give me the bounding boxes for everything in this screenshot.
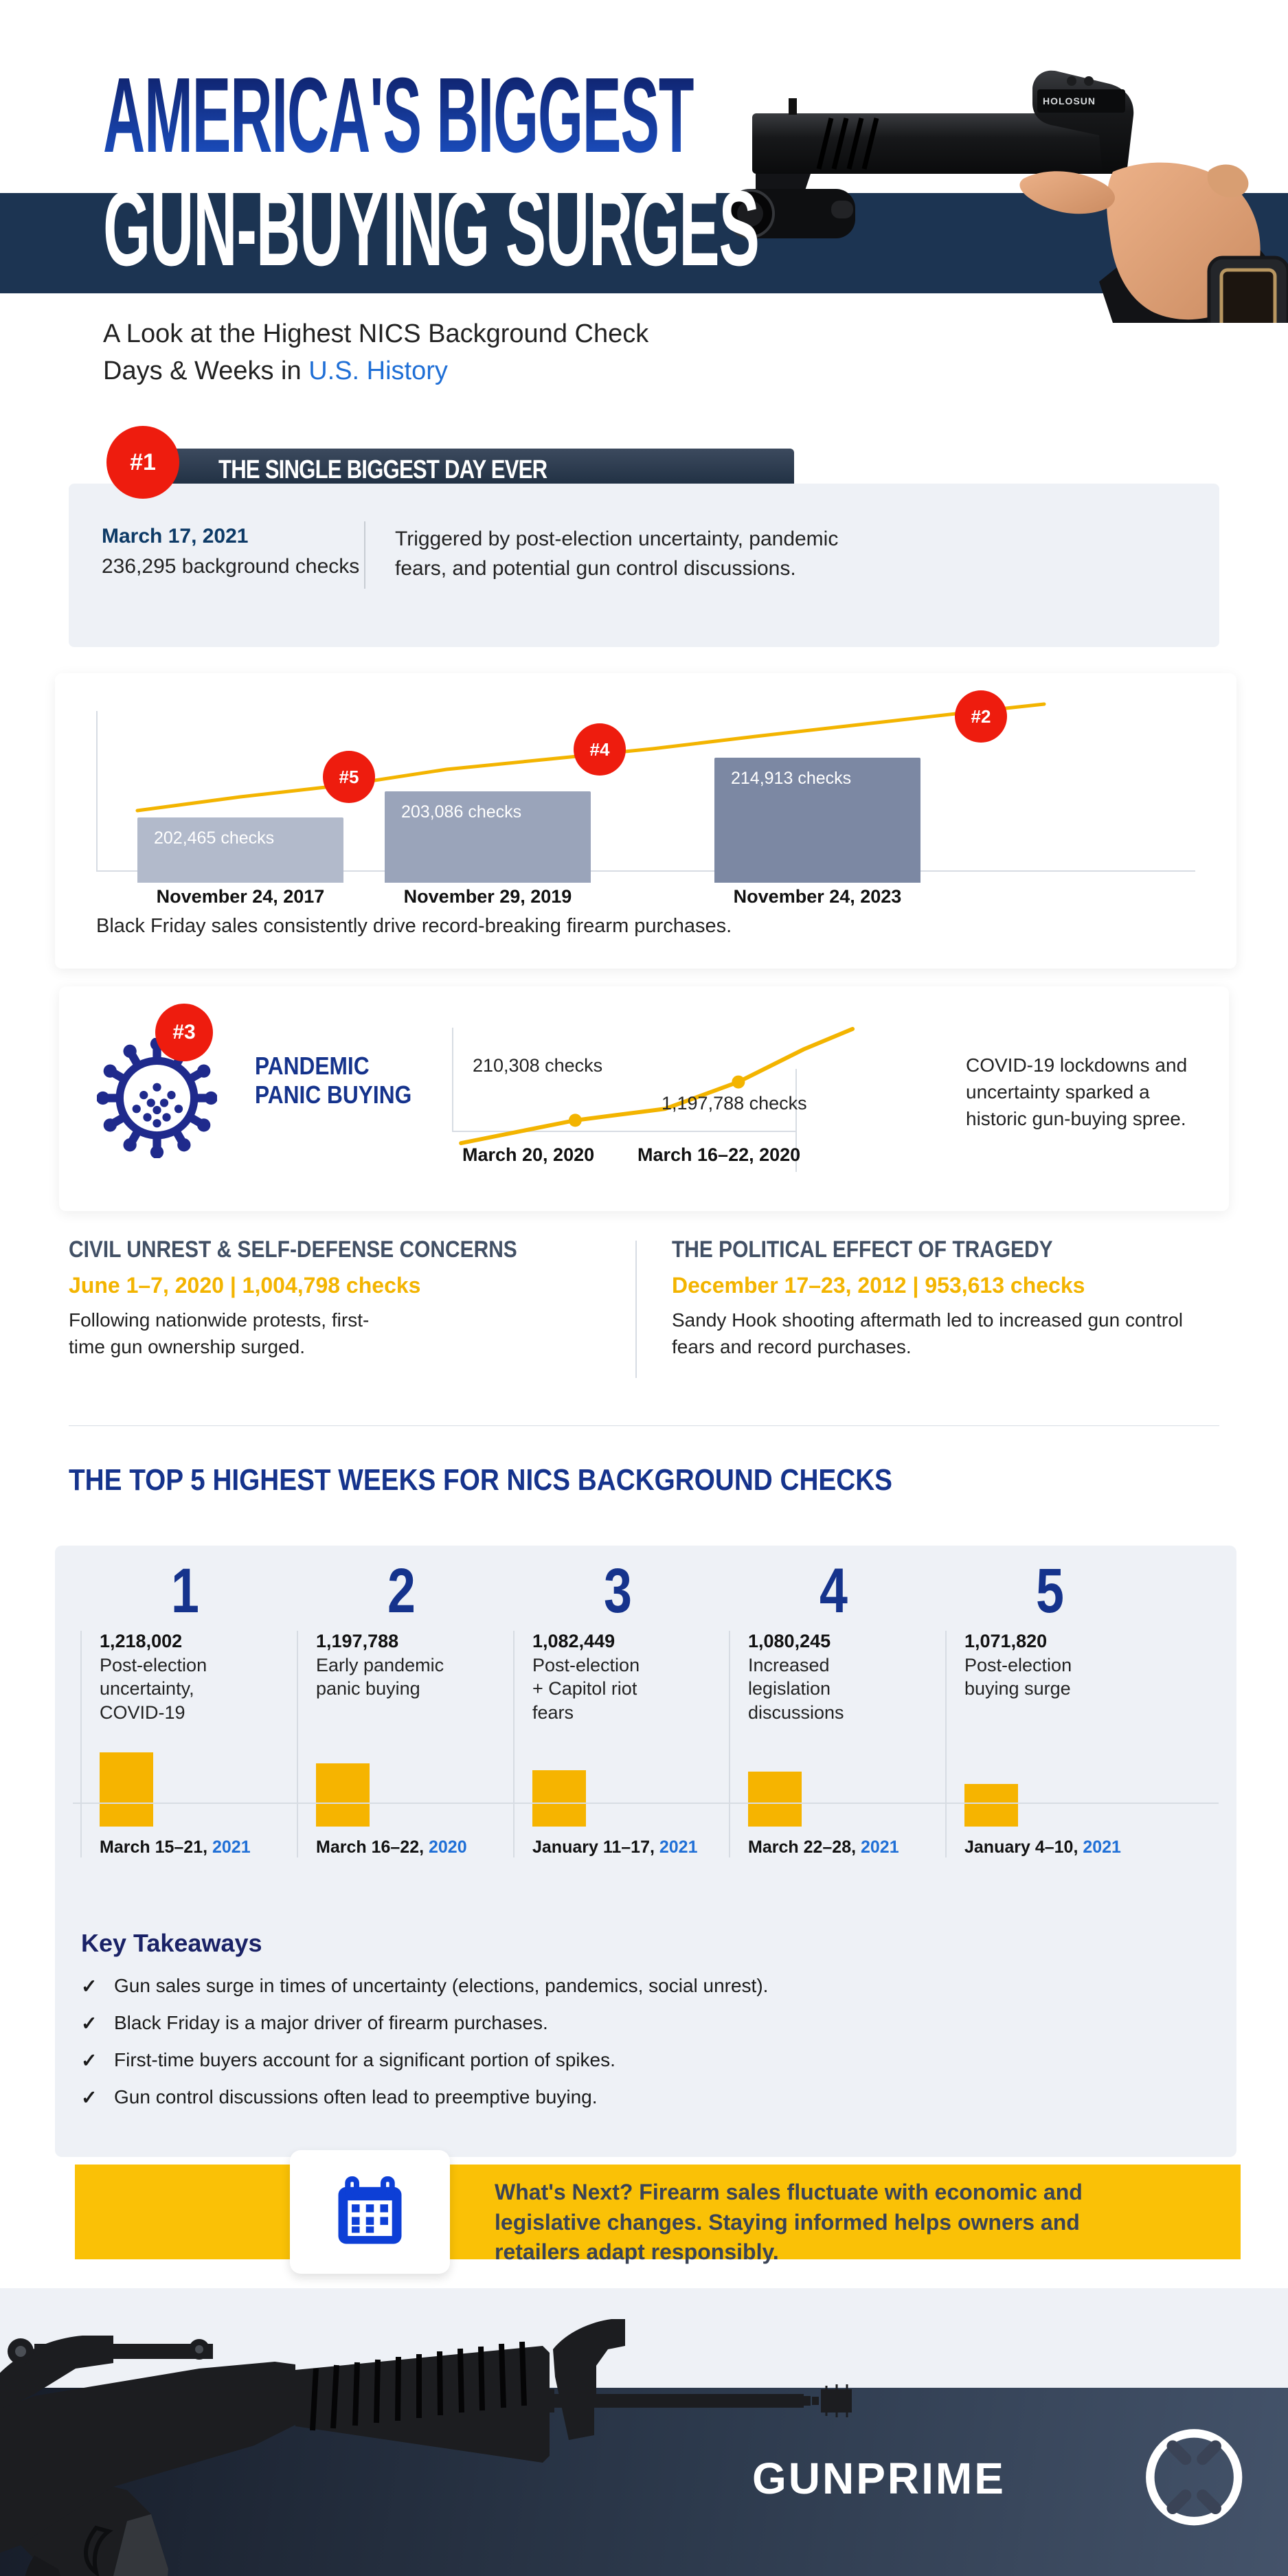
svg-text:HOLOSUN: HOLOSUN (1043, 95, 1096, 106)
